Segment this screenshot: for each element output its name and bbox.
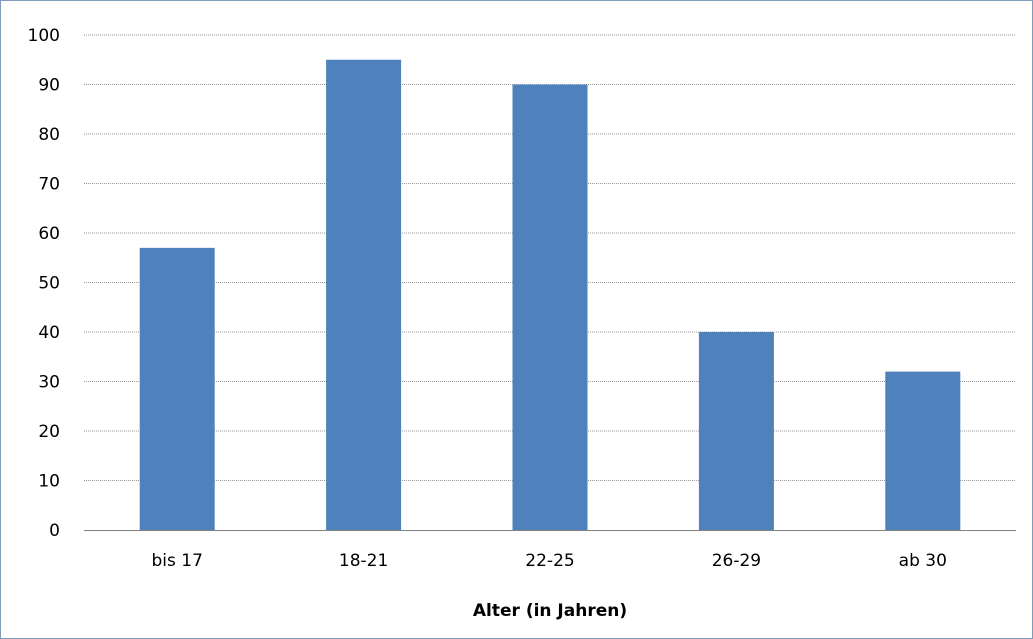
x-axis-tick-labels: bis 17 18-21 22-25 26-29 ab 30 [151, 551, 946, 571]
x-tick-label: 18-21 [339, 551, 388, 571]
x-axis-title: Alter (in Jahren) [473, 601, 627, 621]
y-tick-label: 100 [28, 26, 60, 46]
x-tick-label: 22-25 [525, 551, 574, 571]
y-tick-label: 30 [38, 373, 60, 393]
bar-22-25 [512, 84, 588, 530]
x-tick-label: 26-29 [712, 551, 761, 571]
y-tick-label: 20 [38, 422, 60, 442]
y-tick-label: 80 [38, 125, 60, 145]
bar-bis-17 [139, 247, 215, 530]
y-tick-label: 40 [38, 323, 60, 343]
x-tick-label: bis 17 [151, 551, 202, 571]
bar-26-29 [698, 332, 774, 530]
y-tick-label: 90 [38, 76, 60, 96]
bars [139, 59, 961, 530]
x-tick-label: ab 30 [899, 551, 947, 571]
y-tick-label: 50 [38, 274, 60, 294]
y-tick-label: 0 [49, 521, 60, 541]
bar-18-21 [326, 59, 402, 530]
y-tick-label: 70 [38, 175, 60, 195]
bar-ab-30 [885, 371, 961, 530]
y-tick-label: 60 [38, 224, 60, 244]
y-tick-label: 10 [38, 472, 60, 492]
y-axis-tick-labels: 0 10 20 30 40 50 60 70 80 90 100 [28, 26, 60, 541]
